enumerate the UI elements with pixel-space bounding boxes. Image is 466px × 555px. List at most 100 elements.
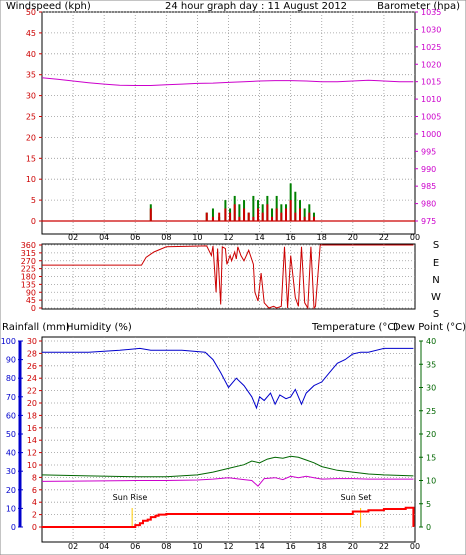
humidity-tick-label: 20 <box>6 486 16 495</box>
barometer-line <box>41 77 414 86</box>
windspeed-tick-label: 30 <box>26 92 36 101</box>
x-tick-label: 02 <box>68 233 78 242</box>
x-tick-label: 06 <box>130 233 140 242</box>
temperature-tick-label: 5 <box>426 500 431 509</box>
x-tick-label: 00 <box>410 542 420 551</box>
rainfall-tick-label: 6 <box>32 486 37 495</box>
windspeed-tick-label: 5 <box>31 196 36 205</box>
x-tick-label: 12 <box>223 542 233 551</box>
x-tick-label: 08 <box>161 233 171 242</box>
rainfall-tick-label: 16 <box>27 424 37 433</box>
barometer-tick-label: 1005 <box>421 113 441 122</box>
barometer-tick-label: 995 <box>421 147 436 156</box>
humidity-tick-label: 40 <box>6 449 16 458</box>
humidity-line <box>42 347 414 410</box>
rainfall-tick-label: 24 <box>27 374 37 383</box>
chart-title: 24 hour graph day : 11 August 2012 <box>165 1 347 12</box>
x-tick-label: 02 <box>68 542 78 551</box>
windspeed-tick-label: 35 <box>26 71 36 80</box>
direction-tick-label: 90 <box>26 288 36 297</box>
rainfall-tick-label: 28 <box>27 349 37 358</box>
temperature-tick-label: 40 <box>426 337 436 346</box>
x-tick-label: 08 <box>161 542 171 551</box>
temperature-tick-label: 20 <box>426 430 436 439</box>
x-tick-label: 16 <box>286 542 296 551</box>
rainfall-tick-label: 14 <box>27 436 37 445</box>
barometer-tick-label: 990 <box>421 165 436 174</box>
rainfall-tick-label: 22 <box>27 387 37 396</box>
compass-label: W <box>431 292 441 303</box>
rainfall-tick-label: 18 <box>27 411 37 420</box>
humidity-tick-label: 10 <box>6 504 16 513</box>
humidity-tick-label: 80 <box>6 374 16 383</box>
compass-label: E <box>433 258 439 269</box>
rainfall-axis-label: Rainfall (mm) <box>2 322 70 333</box>
x-tick-label: 22 <box>379 233 389 242</box>
x-tick-label: 18 <box>317 542 327 551</box>
direction-tick-label: 135 <box>21 280 36 289</box>
sunset-label: Sun Set <box>341 493 372 502</box>
barometer-tick-label: 1015 <box>421 78 441 87</box>
compass-label: S <box>433 309 439 320</box>
barometer-axis-label: Barometer (hpa) <box>377 1 460 12</box>
compass-labels: S E N W S <box>431 240 441 320</box>
compass-label: S <box>433 240 439 251</box>
windspeed-axis-label: Windspeed (kph) <box>6 1 91 12</box>
humidity-tick-label: 70 <box>6 393 16 402</box>
barometer-tick-label: 1035 <box>421 8 441 17</box>
rainfall-tick-label: 2 <box>32 511 37 520</box>
rainfall-tick-label: 30 <box>27 337 37 346</box>
compass-label: N <box>432 275 439 286</box>
temperature-tick-label: 30 <box>426 384 436 393</box>
x-tick-label: 14 <box>254 233 264 242</box>
windspeed-tick-label: 0 <box>31 217 36 226</box>
direction-tick-label: 360 <box>21 241 36 250</box>
direction-tick-label: 225 <box>21 265 36 274</box>
x-tick-label: 20 <box>348 542 358 551</box>
rainfall-tick-label: 26 <box>27 362 37 371</box>
windspeed-tick-label: 40 <box>26 50 36 59</box>
barometer-tick-label: 1000 <box>421 130 441 139</box>
temperature-tick-label: 10 <box>426 477 436 486</box>
sunrise-label: Sun Rise <box>113 493 148 502</box>
x-tick-label: 14 <box>254 542 264 551</box>
barometer-tick-label: 1025 <box>421 43 441 52</box>
barometer-tick-label: 975 <box>421 217 436 226</box>
temperature-line <box>41 455 414 478</box>
wind-direction-line <box>42 244 414 310</box>
direction-tick-label: 270 <box>21 257 36 266</box>
humidity-tick-label: 0 <box>11 523 16 532</box>
rainfall-tick-label: 0 <box>32 523 37 532</box>
rainfall-tick-label: 12 <box>27 449 37 458</box>
barometer-tick-label: 1020 <box>421 60 441 69</box>
x-tick-label: 04 <box>99 542 109 551</box>
x-tick-label: 10 <box>192 233 202 242</box>
x-tick-label: 06 <box>130 542 140 551</box>
x-tick-label: 22 <box>379 542 389 551</box>
temperature-tick-label: 0 <box>426 523 431 532</box>
rainfall-tick-label: 20 <box>27 399 37 408</box>
humidity-axis-label: Humidity (%) <box>66 322 132 333</box>
barometer-tick-label: 985 <box>421 182 436 191</box>
barometer-tick-label: 1030 <box>421 25 441 34</box>
windspeed-tick-label: 10 <box>26 175 36 184</box>
windspeed-tick-label: 50 <box>26 8 36 17</box>
humidity-tick-label: 50 <box>6 430 16 439</box>
windspeed-tick-label: 25 <box>26 113 36 122</box>
temperature-axis-label: Temperature (°C) <box>311 322 398 333</box>
direction-tick-label: 0 <box>31 304 36 313</box>
humidity-tick-label: 90 <box>6 356 16 365</box>
x-tick-label: 10 <box>192 542 202 551</box>
rainfall-tick-label: 8 <box>32 473 37 482</box>
x-tick-label: 04 <box>99 233 109 242</box>
humidity-tick-label: 100 <box>1 337 16 346</box>
temperature-tick-label: 35 <box>426 360 436 369</box>
dewpoint-line <box>41 475 414 487</box>
windspeed-tick-label: 45 <box>26 29 36 38</box>
temperature-tick-label: 25 <box>426 407 436 416</box>
humidity-tick-label: 60 <box>6 411 16 420</box>
temperature-tick-label: 15 <box>426 453 436 462</box>
chart-marks: 0510152025303540455097598098599099510001… <box>1 8 442 551</box>
dewpoint-axis-label: Dew Point (°C) <box>393 322 466 333</box>
